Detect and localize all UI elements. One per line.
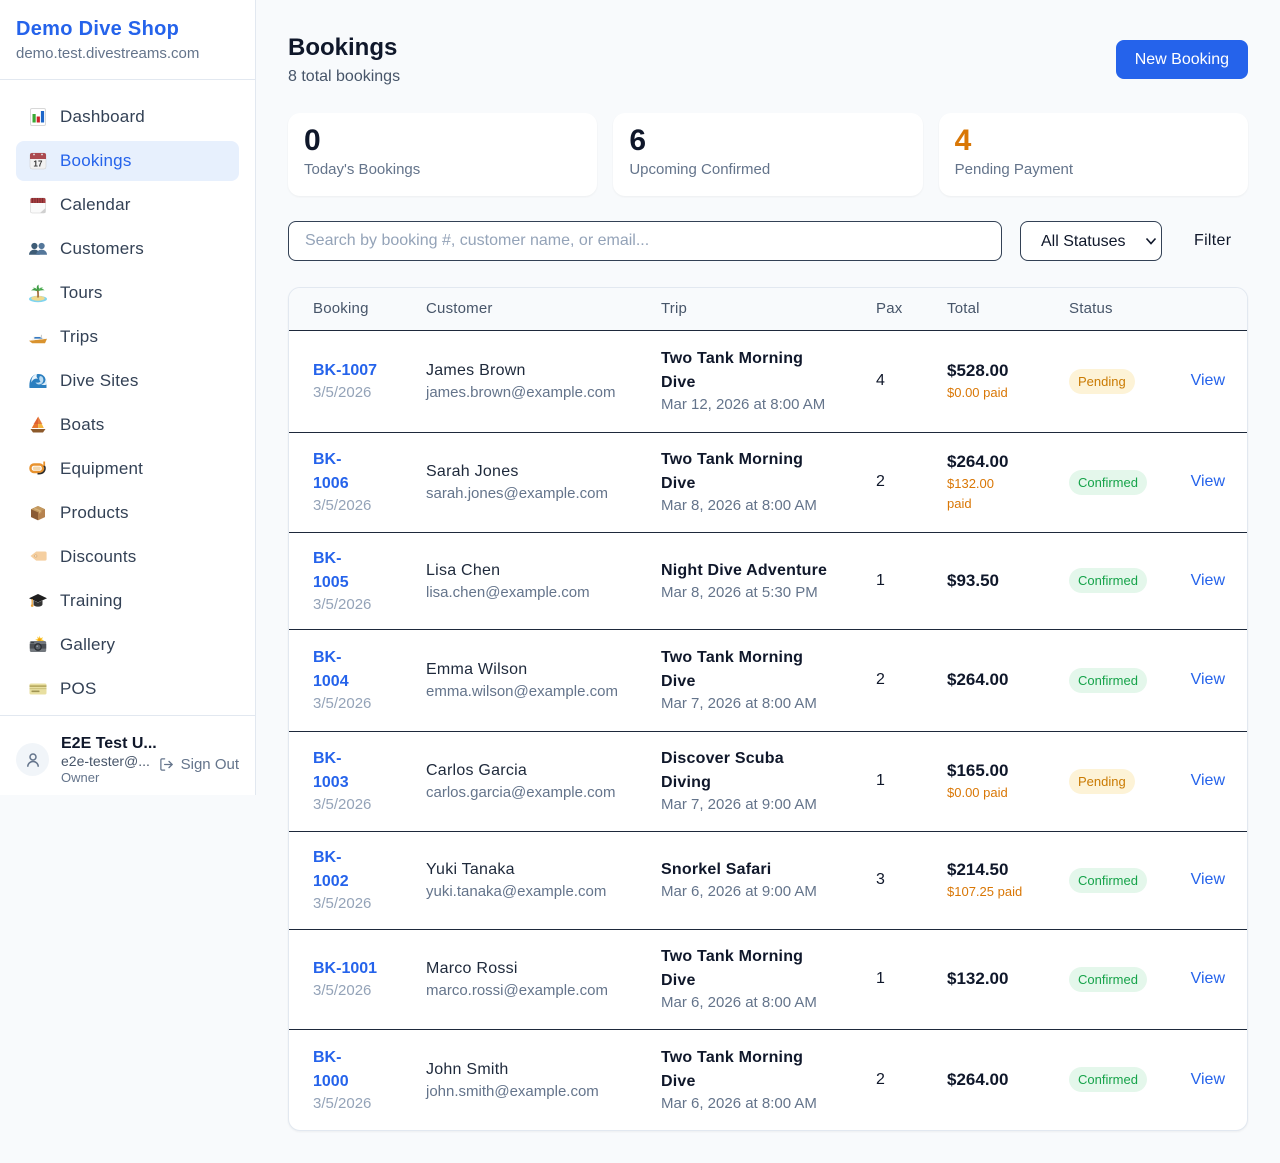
svg-text:17: 17	[33, 160, 43, 169]
